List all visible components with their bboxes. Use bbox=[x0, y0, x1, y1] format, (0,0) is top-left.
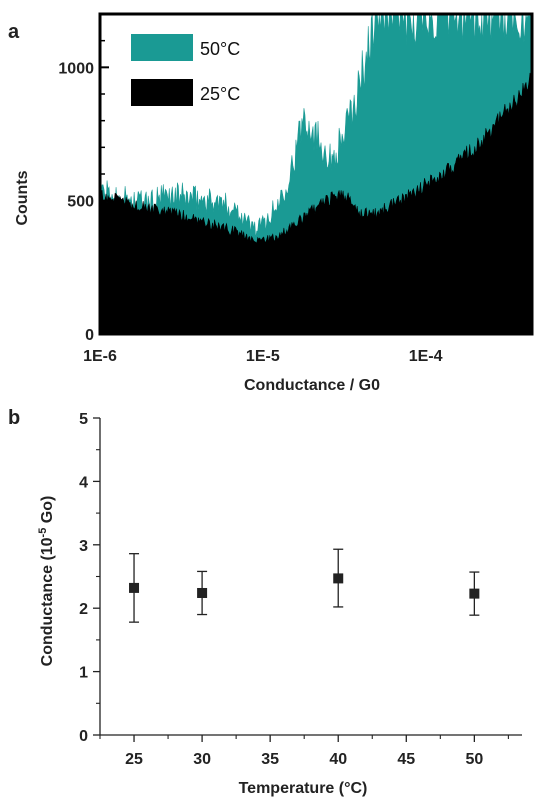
y-tick-label: 5 bbox=[79, 411, 88, 428]
x-tick-label: 1E-5 bbox=[246, 348, 280, 365]
y-tick-label: 4 bbox=[79, 474, 88, 491]
x-tick-label: 50 bbox=[465, 751, 483, 768]
panel-b-y-axis-title: Conductance (10-5 Go) bbox=[37, 496, 56, 667]
y-tick-label: 3 bbox=[79, 538, 88, 555]
panel-b-axes bbox=[99, 418, 522, 736]
x-tick-label: 1E-4 bbox=[409, 348, 443, 365]
y-tick-label: 1 bbox=[79, 665, 88, 682]
data-point-marker bbox=[129, 582, 140, 593]
x-tick-label: 35 bbox=[261, 751, 279, 768]
panel-b-letter: b bbox=[8, 407, 20, 429]
legend-label-25c: 25°C bbox=[200, 84, 240, 104]
y-tick-label: 500 bbox=[67, 194, 94, 211]
x-tick-label: 1E-6 bbox=[83, 348, 117, 365]
y-title-superscript: -5 bbox=[37, 528, 49, 538]
y-tick-label: 0 bbox=[85, 327, 94, 344]
panel-b-x-axis-title: Temperature (°C) bbox=[239, 780, 368, 797]
panel-a-legend: 50°C 25°C bbox=[131, 34, 240, 106]
data-point-marker bbox=[469, 588, 480, 599]
x-tick-label: 25 bbox=[125, 751, 143, 768]
x-tick-label: 40 bbox=[329, 751, 347, 768]
x-tick-label: 45 bbox=[397, 751, 415, 768]
data-point-marker bbox=[333, 573, 344, 584]
panel-a: a 1E-6 1E-5 1E-4 0 500 1000 50°C 25°C Conducta… bbox=[8, 12, 534, 394]
legend-label-50c: 50°C bbox=[200, 39, 240, 59]
x-tick-label: 30 bbox=[193, 751, 211, 768]
panel-a-x-axis-title: Conductance / G0 bbox=[244, 377, 380, 394]
y-tick-label: 1000 bbox=[58, 60, 94, 77]
y-title-part-2: Go) bbox=[39, 496, 56, 528]
panel-a-y-axis-title: Counts bbox=[14, 170, 31, 225]
legend-swatch-50c bbox=[131, 34, 193, 61]
legend-swatch-25c bbox=[131, 79, 193, 106]
y-tick-label: 2 bbox=[79, 601, 88, 618]
y-title-part-1: Conductance (10 bbox=[39, 537, 56, 666]
panel-a-ticks: 1E-6 1E-5 1E-4 0 500 1000 bbox=[58, 39, 525, 365]
data-point-marker bbox=[197, 587, 208, 598]
panel-a-letter: a bbox=[8, 21, 20, 43]
panel-a-plot-area bbox=[99, 13, 533, 335]
y-tick-label: 0 bbox=[79, 728, 88, 745]
panel-b-points bbox=[129, 548, 480, 623]
series-25c-area bbox=[99, 69, 533, 335]
